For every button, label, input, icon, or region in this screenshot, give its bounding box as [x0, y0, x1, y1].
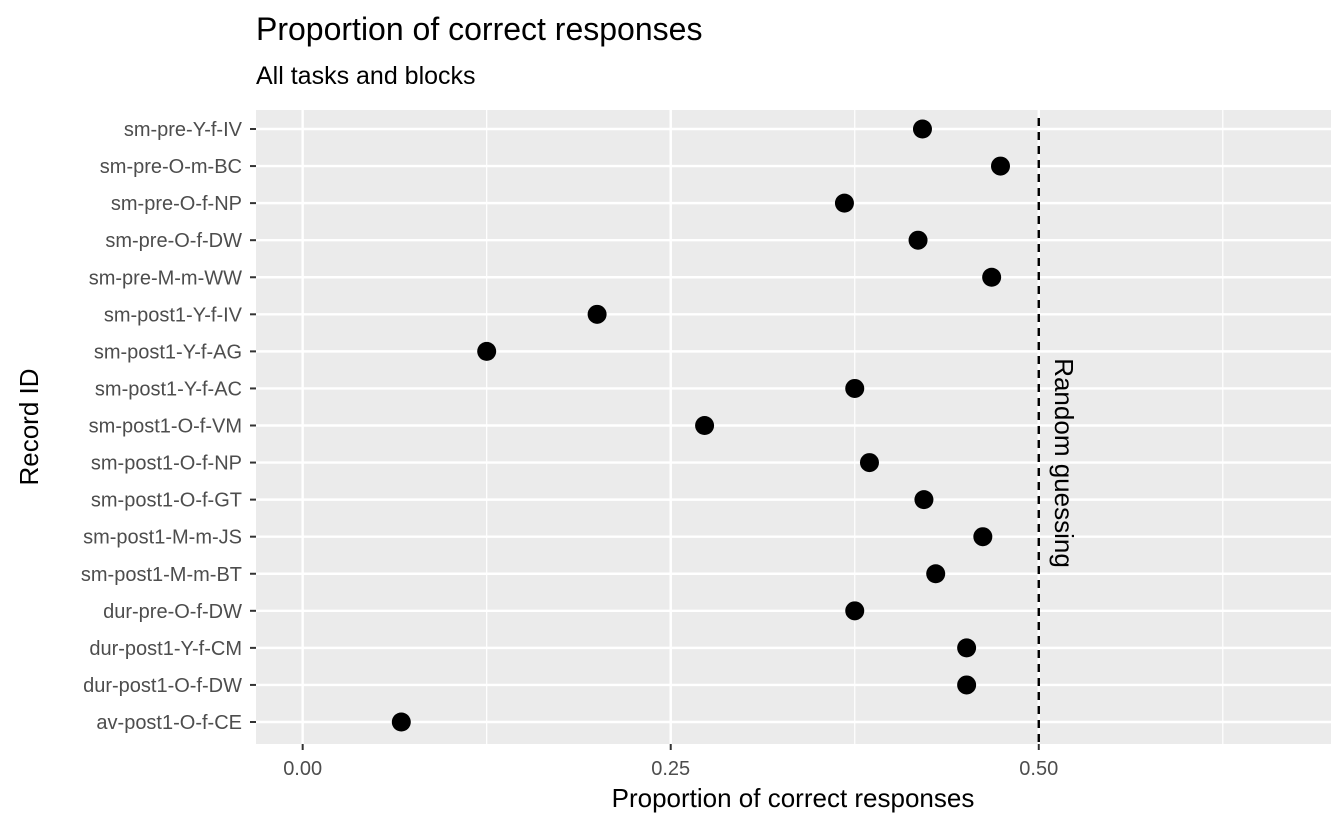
y-tick-label: sm-post1-Y-f-IV — [104, 304, 243, 326]
data-point — [982, 267, 1002, 287]
data-point — [926, 564, 946, 584]
data-point — [587, 304, 607, 324]
data-points — [391, 119, 1010, 732]
plot-panel — [256, 110, 1331, 744]
data-point — [695, 416, 715, 435]
y-tick-label: sm-pre-O-m-BC — [100, 156, 242, 178]
y-tick-label: dur-pre-O-f-DW — [103, 601, 242, 623]
reference-line-label: Random guessing — [1049, 358, 1079, 568]
chart-subtitle: All tasks and blocks — [256, 62, 476, 90]
data-point — [845, 601, 865, 621]
data-point — [957, 675, 977, 695]
data-point — [957, 638, 977, 658]
y-tick-label: sm-post1-Y-f-AC — [95, 378, 242, 400]
data-point — [391, 712, 411, 732]
y-tick-label: sm-post1-O-f-GT — [91, 490, 242, 512]
x-axis: 0.00 0.25 0.50 — [283, 744, 1058, 780]
data-point — [973, 527, 993, 547]
y-tick-label: sm-pre-O-f-NP — [111, 193, 242, 215]
data-point — [477, 341, 497, 361]
data-point — [834, 193, 854, 213]
y-tick-label: sm-pre-M-m-WW — [89, 267, 242, 289]
data-point — [908, 230, 928, 250]
y-tick-label: sm-post1-O-f-VM — [89, 416, 242, 438]
data-point — [990, 156, 1010, 176]
y-tick-label: sm-post1-M-m-BT — [81, 564, 242, 586]
y-tick-label: sm-pre-Y-f-IV — [124, 119, 243, 141]
grid-minor — [486, 110, 1224, 744]
y-tick-label: sm-post1-M-m-JS — [83, 527, 242, 549]
data-point — [912, 119, 932, 139]
x-tick-label: 0.25 — [651, 758, 690, 780]
chart-title: Proportion of correct responses — [256, 11, 702, 47]
y-axis: sm-pre-Y-f-IV sm-pre-O-m-BC sm-pre-O-f-NP s… — [81, 119, 256, 734]
y-tick-label: dur-post1-O-f-DW — [83, 675, 242, 697]
grid-major — [256, 110, 1331, 744]
y-tick-label: sm-post1-O-f-NP — [91, 453, 242, 475]
y-axis-title: Record ID — [14, 368, 44, 485]
data-point — [845, 378, 865, 398]
x-axis-title: Proportion of correct responses — [612, 783, 975, 813]
y-tick-label: sm-pre-O-f-DW — [105, 230, 242, 252]
data-point — [859, 453, 879, 473]
data-point — [914, 490, 934, 510]
x-tick-label: 0.00 — [283, 758, 322, 780]
y-tick-label: av-post1-O-f-CE — [96, 712, 242, 734]
y-tick-label: dur-post1-Y-f-CM — [89, 638, 242, 660]
y-tick-label: sm-post1-Y-f-AG — [94, 341, 242, 363]
x-tick-label: 0.50 — [1019, 758, 1058, 780]
reference-line-group: Random guessing — [1037, 118, 1079, 744]
